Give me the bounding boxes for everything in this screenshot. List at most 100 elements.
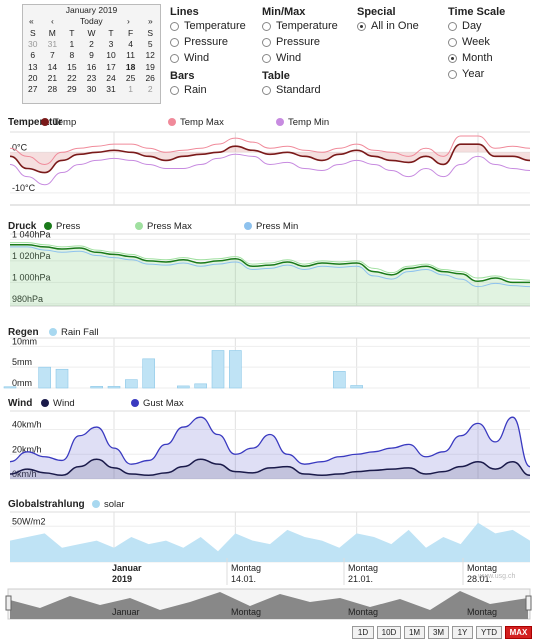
- navigator-label: Montag: [231, 607, 261, 617]
- calendar-day[interactable]: 31: [106, 84, 116, 95]
- timescale-option-year[interactable]: Year: [448, 66, 538, 82]
- radio-button[interactable]: [170, 53, 179, 63]
- y-tick-label: 40km/h: [12, 420, 42, 430]
- timescale-option-month[interactable]: Month: [448, 50, 538, 66]
- timescale-title: Time Scale: [448, 6, 506, 18]
- bars-option-rain[interactable]: Rain: [170, 82, 260, 98]
- option-label: Temperature: [184, 20, 246, 32]
- calendar-day[interactable]: 2: [89, 38, 94, 49]
- calendar-day[interactable]: 22: [67, 72, 77, 83]
- calendar-day[interactable]: 30: [86, 84, 97, 95]
- navigator-handle-right[interactable]: [525, 595, 532, 611]
- calendar-day[interactable]: 21: [47, 72, 58, 83]
- radio-button[interactable]: [170, 21, 179, 31]
- radio-button[interactable]: [357, 21, 366, 31]
- special-option-all-in-one[interactable]: All in One: [357, 18, 447, 34]
- calendar-day[interactable]: 30: [28, 38, 38, 49]
- calendar-day[interactable]: 12: [145, 50, 155, 61]
- prev-month-button[interactable]: ‹: [51, 16, 54, 26]
- legend-marker: [135, 222, 143, 230]
- calendar-day[interactable]: 23: [86, 72, 97, 83]
- lines-option-pressure[interactable]: Pressure: [170, 34, 260, 50]
- calendar-day[interactable]: 9: [89, 50, 94, 61]
- calendar-day[interactable]: 27: [28, 84, 38, 95]
- next-year-button[interactable]: »: [148, 16, 153, 26]
- calendar-day[interactable]: 19: [145, 61, 155, 72]
- table-option-standard[interactable]: Standard: [262, 82, 352, 98]
- legend-label: Temp: [53, 117, 76, 128]
- calendar-day[interactable]: 1: [128, 84, 133, 95]
- calendar-day[interactable]: 5: [147, 38, 153, 49]
- legend-marker: [244, 222, 252, 230]
- minmax-option-temperature[interactable]: Temperature: [262, 18, 352, 34]
- next-month-button[interactable]: ›: [127, 16, 130, 26]
- calendar-day[interactable]: 17: [106, 61, 116, 72]
- calendar-day[interactable]: 3: [108, 38, 114, 49]
- calendar-day[interactable]: 26: [145, 72, 155, 83]
- minmax-option-wind[interactable]: Wind: [262, 50, 352, 66]
- radio-button[interactable]: [262, 85, 271, 95]
- calendar-day[interactable]: 16: [86, 61, 97, 72]
- chart-title: Druck: [8, 221, 37, 232]
- rain-bar: [90, 386, 103, 389]
- calendar-day[interactable]: 14: [47, 61, 58, 72]
- lines-title: Lines: [170, 6, 199, 18]
- calendar-day[interactable]: 11: [126, 50, 135, 61]
- legend-marker: [41, 399, 49, 407]
- weekday-header: T: [108, 27, 114, 38]
- zoom-button-3m[interactable]: 3M: [428, 626, 449, 639]
- prev-year-button[interactable]: «: [29, 16, 34, 26]
- legend-marker: [276, 118, 284, 126]
- radio-button[interactable]: [170, 85, 179, 95]
- x-axis-label: Montag: [467, 563, 497, 573]
- calendar-day[interactable]: 7: [49, 50, 55, 61]
- option-label: All in One: [371, 20, 419, 32]
- radio-button[interactable]: [448, 53, 457, 63]
- rain-bar: [125, 379, 138, 389]
- navigator-handle-left[interactable]: [5, 595, 12, 611]
- calendar-day[interactable]: 2: [147, 84, 153, 95]
- calendar-day[interactable]: 10: [106, 50, 116, 61]
- legend-label: Temp Min: [288, 117, 329, 128]
- radio-button[interactable]: [448, 69, 457, 79]
- zoom-button-max[interactable]: MAX: [505, 626, 532, 639]
- radio-button[interactable]: [448, 21, 457, 31]
- legend-marker: [49, 328, 57, 336]
- calendar-day[interactable]: 13: [28, 61, 38, 72]
- option-label: Month: [462, 52, 493, 64]
- calendar-day[interactable]: 28: [47, 84, 58, 95]
- calendar-day[interactable]: 4: [128, 38, 133, 49]
- rain-bar: [333, 371, 346, 389]
- radio-button[interactable]: [262, 21, 271, 31]
- radio-button[interactable]: [262, 37, 271, 47]
- zoom-button-1m[interactable]: 1M: [404, 626, 425, 639]
- calendar-day[interactable]: 18: [125, 61, 136, 72]
- calendar-day[interactable]: 15: [67, 61, 77, 72]
- y-tick-label: 50W/m2: [12, 516, 46, 526]
- calendar-day[interactable]: 29: [67, 84, 77, 95]
- calendar-day[interactable]: 20: [28, 72, 38, 83]
- minmax-option-pressure[interactable]: Pressure: [262, 34, 352, 50]
- calendar-day[interactable]: 1: [69, 38, 75, 49]
- radio-button[interactable]: [262, 53, 271, 63]
- chart-rain: Regen Rain Fall 10mm 5mm 0mm: [3, 327, 530, 389]
- rain-bar: [194, 383, 207, 389]
- calendar-day[interactable]: 24: [106, 72, 116, 83]
- option-label: Temperature: [276, 20, 338, 32]
- zoom-button-1y[interactable]: 1Y: [452, 626, 473, 639]
- lines-option-temperature[interactable]: Temperature: [170, 18, 260, 34]
- timescale-option-day[interactable]: Day: [448, 18, 538, 34]
- today-button[interactable]: Today: [80, 16, 103, 26]
- lines-option-wind[interactable]: Wind: [170, 50, 260, 66]
- zoom-button-1d[interactable]: 1D: [352, 626, 374, 639]
- legend-label: Gust Max: [143, 398, 184, 409]
- zoom-button-10d[interactable]: 10D: [377, 626, 401, 639]
- timescale-option-week[interactable]: Week: [448, 34, 538, 50]
- zoom-button-ytd[interactable]: YTD: [476, 626, 502, 639]
- calendar-day[interactable]: 6: [30, 50, 36, 61]
- radio-button[interactable]: [448, 37, 457, 47]
- calendar-day[interactable]: 25: [125, 72, 136, 83]
- calendar-day[interactable]: 8: [69, 50, 75, 61]
- radio-button[interactable]: [170, 37, 179, 47]
- calendar-day[interactable]: 31: [47, 38, 58, 49]
